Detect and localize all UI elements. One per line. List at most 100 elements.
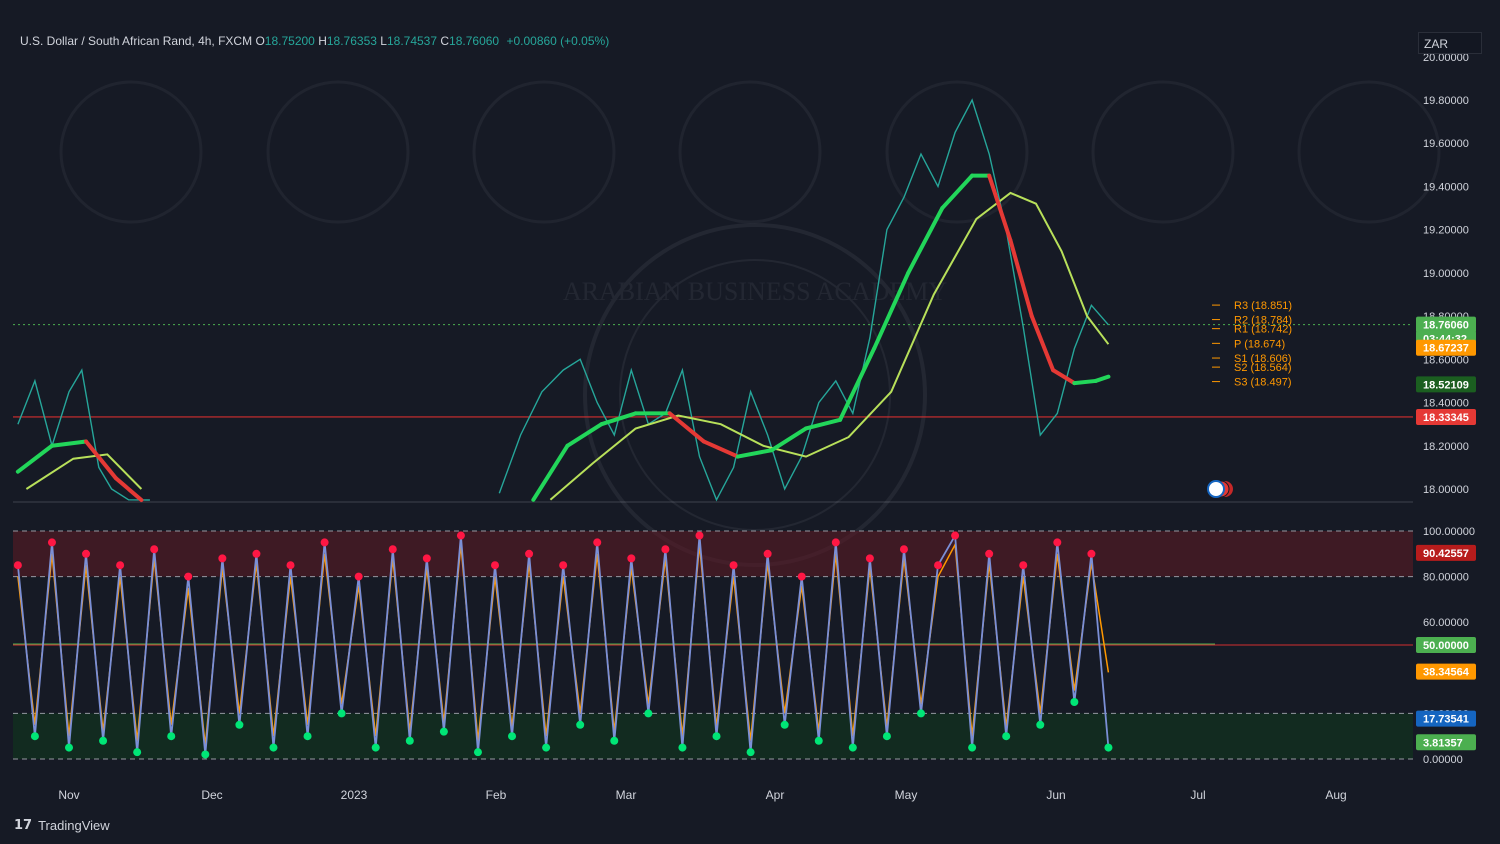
osc-point [1070,698,1079,706]
osc-value-tag-bg [1416,544,1476,561]
osc-value-tag-bg [1416,637,1476,653]
osc-point [252,549,261,558]
osc-point [542,743,551,752]
osc-point [1002,732,1011,741]
pivot-labels: R3 (18.851) R2 (18.784)R1 (18.742) P (18.6… [1212,300,1292,389]
osc-point [286,561,295,570]
ma-slow-tag: 18.67237 [1423,343,1469,355]
pivot-label: S1 (18.606) [1234,353,1291,365]
osc-point [610,736,619,745]
ma-fast-tag: 18.52109 [1423,379,1469,391]
ma-fast-segment [735,448,774,459]
time-axis: Nov Dec 2023 Feb Mar Apr May Jun Jul Aug [58,788,1346,802]
watermark-text: ARABIAN BUSINESS ACADEMY [563,277,947,306]
ma-fast-segment [599,411,638,427]
osc-point [559,561,568,570]
osc-point [831,538,840,547]
watermark-tiles [59,80,1441,224]
currency-selector[interactable]: ZAR [1418,32,1482,54]
osc-point [763,549,772,558]
osc-point [1087,549,1096,558]
time-tick-label: Feb [486,788,507,802]
osc-point [422,554,431,563]
pivot-label: P (18.674) [1234,338,1285,350]
overbought-zone [13,531,1413,577]
price-axis: 18.0000018.2000018.4000018.6000018.80000… [1423,52,1469,496]
price-tick-label: 19.00000 [1423,268,1469,280]
osc-value-tag: 38.34564 [1423,667,1470,679]
osc-tick-label: 80.00000 [1423,572,1469,584]
osc-point [201,750,210,759]
oscillator-series [13,531,1113,759]
watermark-seal-2 [472,80,616,224]
osc-point [269,743,278,752]
pivot-label: S2 (18.564) [1234,362,1291,374]
osc-point [320,538,329,547]
osc-point [303,732,312,741]
last-price-tag: 18.76060 [1423,320,1469,332]
time-tick-label: May [895,788,918,802]
tradingview-brand: TradingView [38,818,110,833]
osc-point [13,561,22,570]
osc-point [133,748,142,757]
price-tick-label: 18.40000 [1423,398,1469,410]
price-tick-label: 20.00000 [1423,52,1469,64]
us-flag-icon[interactable] [1207,480,1233,498]
high-label: H [318,34,327,48]
pivot-label: R1 (18.742) [1234,324,1292,336]
osc-point [695,531,704,540]
osc-point [354,572,363,581]
ma-fast-segment [1029,314,1056,373]
osc-point [1104,743,1113,752]
watermark-seal-3 [678,80,822,224]
time-tick-label: Jun [1046,788,1065,802]
ma-fast-segment [113,476,144,502]
time-tick-label: Dec [201,788,222,802]
oscillator-tags: 90.42557 50.00000 38.34564 17.73541 3.81357 [1416,544,1476,751]
osc-point [456,531,465,540]
main-horizontal-lines [13,324,1413,418]
osc-value-tag: 3.81357 [1423,737,1463,749]
price-tick-label: 19.20000 [1423,225,1469,237]
osc-point [371,743,380,752]
osc-point [388,545,397,554]
osc-point [593,538,602,547]
osc-point [1019,561,1028,570]
osc-point [184,572,193,581]
osc-point [797,572,806,581]
watermark-seal-4 [885,80,1029,224]
ma-fast-segment [84,439,118,481]
pivot-label: S3 (18.497) [1234,377,1291,389]
ma-fast-segment [701,439,740,459]
low-label: L [380,34,387,48]
price-candles-1 [498,98,1109,502]
osc-point [848,743,857,752]
watermark-seal-5 [1091,80,1235,224]
tradingview-logo[interactable]: 17 TradingView [14,818,110,833]
osc-point [405,736,414,745]
watermark-seal-0 [59,80,203,224]
price-candles-0 [17,368,150,501]
close-label: C [440,34,450,48]
osc-point [473,748,482,757]
price-series [15,98,1111,502]
change-value: +0.00860 (+0.05%) [506,34,610,48]
osc-value-tag: 17.73541 [1423,714,1469,726]
open-label: O [255,34,265,48]
main-pane-bg [13,28,1413,500]
symbol-title[interactable]: U.S. Dollar / South African Rand, 4h, FX… [20,34,253,48]
osc-point [934,561,943,570]
watermark-seal-6 [1297,80,1441,224]
osc-point [65,743,73,752]
support-tag: 18.33345 [1423,412,1469,424]
ma-fast-segment [987,173,1013,243]
osc-point [439,727,448,736]
ma-fast-segment [49,439,89,448]
osc-point [729,561,738,570]
open-value: 18.75200 [264,34,315,48]
osc-tick-label: 100.00000 [1423,526,1475,538]
support-tag-bg [1416,408,1476,425]
last-price-tag-bg [1416,316,1476,333]
osc-value-tag-bg [1416,663,1476,680]
